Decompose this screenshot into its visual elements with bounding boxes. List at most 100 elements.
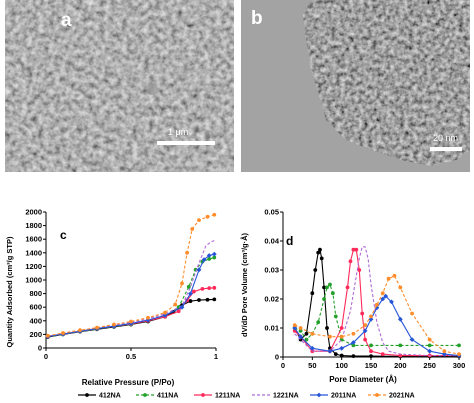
tem-image-a: a 1 μm bbox=[5, 0, 234, 172]
chart-c-point-2021NA-2 bbox=[78, 328, 82, 333]
chart-d-point-2021NA-12 bbox=[398, 285, 403, 290]
chart-c-y-tick-label: 2000 bbox=[25, 208, 42, 217]
chart-d-point-411NA-6 bbox=[325, 285, 329, 290]
tem-texture-a bbox=[5, 0, 234, 172]
chart-c-point-1211NA-8 bbox=[176, 309, 181, 314]
chart-d-point-412NA-3 bbox=[310, 291, 315, 296]
chart-c-point-411NA-13 bbox=[212, 255, 217, 260]
chart-d-y-tick-label: 0 bbox=[275, 353, 279, 362]
chart-d-point-412NA-8 bbox=[322, 285, 326, 290]
chart-d-point-411NA-7 bbox=[328, 282, 332, 287]
chart-d-point-2021NA-5 bbox=[351, 331, 356, 336]
chart-c-point-2021NA-14 bbox=[212, 212, 217, 217]
chart-d-point-2021NA-10 bbox=[386, 276, 391, 281]
chart-c-point-2011NA-9 bbox=[188, 291, 193, 296]
legend-marker-412NA bbox=[85, 393, 89, 397]
chart-d-point-412NA-9 bbox=[325, 326, 329, 330]
chart-d-point-412NA-14 bbox=[369, 354, 373, 359]
chart-d-series-line-412NA bbox=[294, 248, 459, 357]
chart-d-point-1211NA-7 bbox=[351, 247, 356, 252]
chart-c-y-tick-label: 1200 bbox=[25, 262, 42, 271]
chart-c-point-2021NA-1 bbox=[61, 331, 65, 335]
legend-label-2011NA: 2011NA bbox=[331, 393, 356, 400]
chart-d-point-411NA-12 bbox=[369, 343, 373, 348]
chart-c-series-line-2011NA bbox=[47, 253, 215, 337]
chart-d-point-1211NA-14 bbox=[398, 353, 403, 358]
chart-d-point-2021NA-7 bbox=[369, 314, 373, 319]
chart-panel-d: 0 50 100 150 200 250 30000.010.020.030.040.05 … bbox=[240, 208, 465, 385]
chart-c-point-2021NA-13 bbox=[205, 214, 210, 219]
chart-d-y-tick-label: 0.02 bbox=[264, 295, 279, 304]
chart-d-point-412NA-4 bbox=[313, 268, 318, 272]
chart-c-y-tick-label: 1000 bbox=[25, 276, 42, 285]
chart-c-y-tick-label: 1800 bbox=[25, 221, 42, 230]
chart-d-series-line-1211NA bbox=[294, 249, 459, 357]
chart-d-point-2021NA-11 bbox=[392, 273, 397, 278]
chart-d-point-411NA-1 bbox=[298, 329, 303, 333]
chart-d-point-2011NA-4 bbox=[339, 345, 345, 351]
chart-d-point-411NA-15 bbox=[457, 343, 461, 348]
chart-d-point-1211NA-8 bbox=[354, 247, 359, 252]
chart-c-x-tick-label: 1 bbox=[214, 352, 218, 361]
chart-d-point-2011NA-13 bbox=[409, 337, 415, 342]
chart-d-point-1211NA-13 bbox=[380, 352, 385, 356]
chart-d-x-tick-label: 50 bbox=[308, 361, 316, 370]
chart-c-point-2011NA-5 bbox=[128, 321, 134, 326]
chart-d-point-2011NA-12 bbox=[397, 316, 403, 322]
chart-d-ylabel: dV/dD Pore Volume (cm³/g·Å) bbox=[240, 232, 249, 337]
legend-label-411NA: 411NA bbox=[157, 393, 178, 400]
chart-c-xlabel: Relative Pressure (P/Po) bbox=[82, 378, 175, 387]
chart-d-series-line-1221NA bbox=[294, 246, 459, 357]
chart-c-point-2021NA-11 bbox=[190, 227, 195, 231]
chart-c-point-2021NA-7 bbox=[163, 310, 167, 315]
chart-c-point-2021NA-0 bbox=[45, 333, 50, 338]
chart-d-point-2011NA-11 bbox=[389, 299, 394, 305]
chart-d-series-line-2021NA bbox=[294, 275, 460, 355]
chart-c-point-2021NA-9 bbox=[180, 281, 184, 286]
legend-marker-2021NA bbox=[375, 393, 379, 397]
chart-d-point-2021NA-15 bbox=[442, 349, 447, 354]
tem-image-b: b 20 nm bbox=[241, 0, 470, 172]
legend-label-412NA: 412NA bbox=[99, 393, 121, 400]
chart-c-y-tick-label: 200 bbox=[29, 330, 42, 339]
chart-d-x-tick-label: 100 bbox=[335, 361, 348, 370]
chart-d-point-1211NA-2 bbox=[310, 349, 315, 354]
chart-d-point-2021NA-16 bbox=[457, 352, 461, 356]
chart-c-y-tick-label: 1400 bbox=[25, 248, 42, 257]
chart-d-x-tick-label: 200 bbox=[394, 361, 407, 370]
legend-label-1211NA: 1211NA bbox=[215, 393, 240, 400]
chart-c-point-412NA-10 bbox=[188, 299, 193, 303]
chart-c-point-2021NA-4 bbox=[112, 322, 116, 327]
chart-d-point-2021NA-9 bbox=[380, 291, 385, 296]
chart-d-point-412NA-6 bbox=[318, 247, 322, 252]
scale-bar-label-b: 20 nm bbox=[433, 133, 459, 143]
legend-marker-411NA bbox=[143, 393, 147, 397]
chart-d-point-1211NA-5 bbox=[345, 285, 350, 290]
chart-d-point-2011NA-6 bbox=[362, 328, 368, 334]
chart-c-point-2011NA-12 bbox=[206, 253, 212, 258]
chart-d-x-tick-label: 150 bbox=[365, 361, 378, 370]
chart-c-y-tick-label: 1600 bbox=[25, 235, 42, 244]
chart-d-point-2011NA-2 bbox=[309, 345, 315, 351]
chart-d-point-2011NA-7 bbox=[368, 316, 374, 322]
chart-d-point-2011NA-5 bbox=[351, 340, 356, 345]
chart-d-y-tick-label: 0.01 bbox=[264, 324, 279, 333]
chart-d-y-tick-label: 0.03 bbox=[264, 266, 279, 275]
chart-c-point-2011NA-8 bbox=[179, 304, 185, 310]
chart-d-point-2011NA-9 bbox=[380, 296, 386, 302]
tem-texture-b bbox=[241, 0, 470, 172]
chart-d-point-412NA-5 bbox=[316, 250, 321, 255]
chart-d-point-411NA-13 bbox=[398, 343, 403, 348]
chart-d-point-1211NA-9 bbox=[357, 268, 362, 272]
chart-legend: 412NA 411NA 1211NA 1221NA 2011NA 2021NA bbox=[78, 393, 415, 400]
chart-d-point-412NA-11 bbox=[333, 352, 338, 356]
chart-d-point-2011NA-14 bbox=[427, 348, 433, 354]
chart-d-xlabel: Pore Diameter (Å) bbox=[329, 375, 397, 384]
chart-d-x-tick-label: 300 bbox=[453, 361, 466, 370]
chart-d-x-tick-label: 250 bbox=[423, 361, 436, 370]
chart-d-point-412NA-7 bbox=[319, 256, 324, 261]
chart-c-axes: 0 0.5 1 0 200 400 600 800 1000 1200 1400 1600 1800 20… bbox=[25, 208, 218, 362]
chart-d-point-412NA-12 bbox=[339, 353, 344, 358]
chart-d-point-2021NA-3 bbox=[328, 334, 332, 339]
chart-c-y-tick-label: 600 bbox=[29, 303, 42, 312]
